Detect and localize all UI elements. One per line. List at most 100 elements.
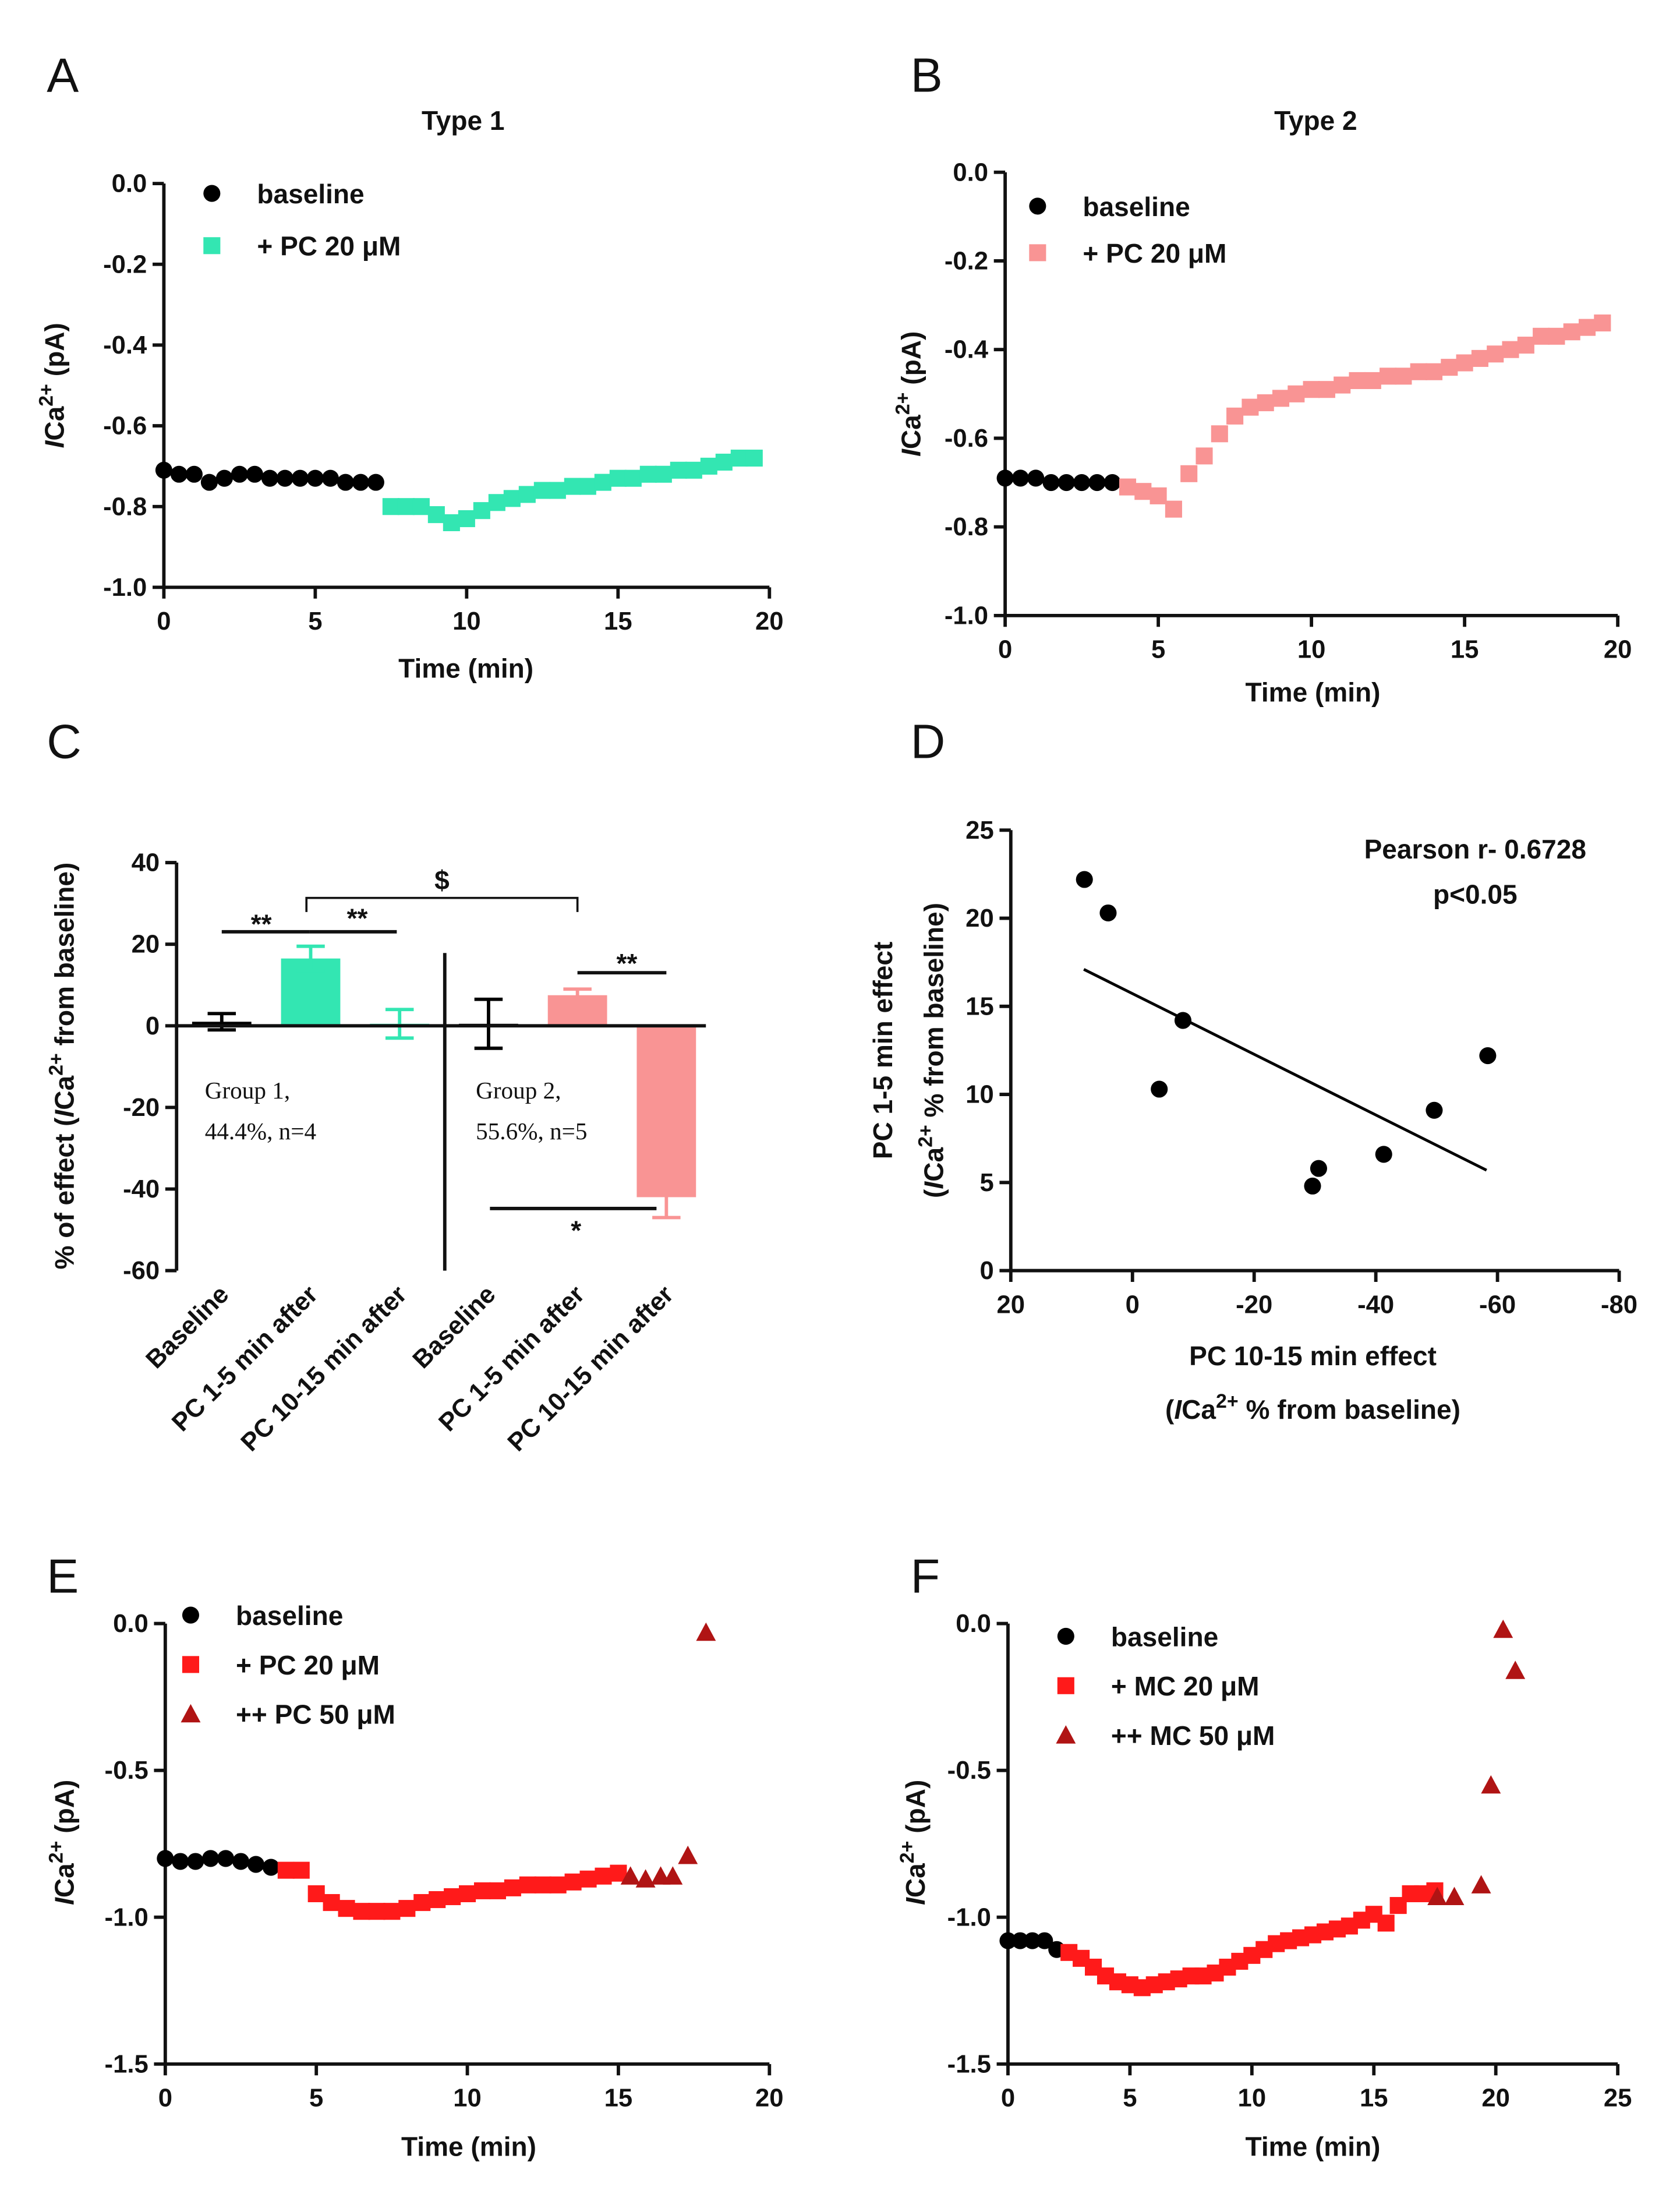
chart-title: Type 2 bbox=[1274, 105, 1357, 136]
point bbox=[1380, 368, 1397, 385]
label-part: I bbox=[49, 1897, 79, 1905]
point bbox=[1042, 474, 1060, 492]
point bbox=[200, 474, 218, 491]
point bbox=[488, 494, 505, 511]
legend-marker bbox=[181, 1704, 201, 1723]
y-tick-label: -0.4 bbox=[945, 336, 989, 364]
point bbox=[1211, 425, 1228, 443]
point bbox=[534, 1876, 551, 1893]
error-bar bbox=[652, 1175, 681, 1220]
panel-letter: B bbox=[911, 49, 943, 103]
point bbox=[443, 514, 460, 532]
point bbox=[459, 1885, 476, 1902]
annotation: * bbox=[571, 1215, 581, 1245]
label-part: from baseline) bbox=[49, 863, 79, 1054]
point bbox=[1165, 500, 1182, 518]
point bbox=[1151, 1080, 1168, 1098]
point bbox=[306, 469, 324, 487]
x-tick-label: 15 bbox=[604, 2085, 633, 2112]
label-part: (pA) bbox=[900, 1780, 931, 1841]
point bbox=[1303, 381, 1320, 398]
x-tick-label: 5 bbox=[1151, 636, 1165, 664]
axis-label: Time (min) bbox=[1246, 2131, 1381, 2161]
x-tick-label: 25 bbox=[1604, 2085, 1632, 2112]
label-part: % from baseline) bbox=[1239, 1394, 1460, 1425]
point bbox=[678, 1845, 698, 1864]
point bbox=[1487, 345, 1504, 363]
point bbox=[620, 1866, 641, 1885]
annotation: p<0.05 bbox=[1433, 879, 1518, 909]
point bbox=[338, 1900, 355, 1917]
annotation: Pearson r- 0.6728 bbox=[1364, 834, 1586, 864]
group-label: 55.6%, n=5 bbox=[476, 1118, 587, 1144]
y-tick-label: 15 bbox=[965, 992, 994, 1020]
point bbox=[595, 1867, 612, 1885]
point bbox=[217, 1850, 235, 1867]
point bbox=[564, 478, 581, 495]
annotation: $ bbox=[434, 865, 450, 895]
legend-marker bbox=[182, 1656, 200, 1673]
point bbox=[262, 1859, 280, 1876]
point bbox=[397, 498, 415, 515]
label-part: % of effect ( bbox=[49, 1117, 79, 1270]
x-tick-label: 20 bbox=[997, 1291, 1025, 1319]
legend-label: baseline bbox=[1083, 192, 1190, 222]
point bbox=[1288, 385, 1305, 402]
point bbox=[398, 1900, 416, 1917]
x-tick-label: 0 bbox=[158, 2085, 172, 2112]
axis-label: ICa2+ (pA) bbox=[892, 331, 926, 457]
axis-label: ICa2+ (pA) bbox=[896, 1780, 931, 1905]
point bbox=[246, 465, 263, 483]
point bbox=[276, 469, 293, 487]
point bbox=[489, 1882, 506, 1899]
y-tick-label: 20 bbox=[965, 905, 994, 932]
label-part: I bbox=[918, 1181, 949, 1189]
point bbox=[1011, 1932, 1029, 1949]
point bbox=[368, 1903, 385, 1920]
label-part: PC 10-15 min effect bbox=[1189, 1341, 1437, 1371]
x-tick-label: 15 bbox=[1360, 2085, 1388, 2112]
point bbox=[1257, 394, 1274, 412]
point bbox=[1427, 1886, 1448, 1906]
y-tick-label: -0.8 bbox=[945, 513, 988, 541]
x-tick-label: 5 bbox=[308, 607, 322, 635]
label-part: (pA) bbox=[49, 1780, 79, 1841]
label-part: I bbox=[896, 448, 926, 457]
point bbox=[458, 510, 475, 528]
y-tick-label: -60 bbox=[123, 1257, 160, 1285]
y-tick-label: 0.0 bbox=[113, 1610, 148, 1638]
x-tick-label: 10 bbox=[1297, 636, 1326, 664]
point bbox=[1479, 1047, 1497, 1065]
annotation: ** bbox=[617, 948, 638, 978]
label-part: Ca bbox=[918, 1147, 949, 1182]
x-tick-label: 0 bbox=[1126, 1291, 1140, 1319]
y-tick-label: 0.0 bbox=[956, 1610, 991, 1638]
point bbox=[1563, 323, 1580, 341]
legend-label: baseline bbox=[257, 179, 364, 209]
panel-letter: C bbox=[47, 715, 82, 769]
legend-label: + PC 20 μM bbox=[257, 231, 401, 262]
x-tick-label: -60 bbox=[1479, 1291, 1516, 1319]
label-part: (pA) bbox=[39, 323, 69, 384]
x-tick-label: 20 bbox=[1604, 636, 1632, 664]
point bbox=[155, 461, 172, 479]
point bbox=[624, 469, 642, 487]
point bbox=[1272, 390, 1290, 407]
axis-label: ICa2+ (pA) bbox=[35, 323, 69, 448]
legend-marker bbox=[203, 185, 221, 202]
legend-marker bbox=[1057, 1627, 1074, 1645]
x-tick-label: 10 bbox=[452, 607, 481, 635]
y-tick-label: -0.4 bbox=[103, 331, 147, 359]
point bbox=[1481, 1775, 1501, 1794]
group-label: 44.4%, n=4 bbox=[205, 1118, 316, 1144]
point bbox=[1134, 483, 1152, 500]
label-part: ( bbox=[918, 1189, 949, 1198]
y-tick-label: 0 bbox=[979, 1257, 993, 1285]
point bbox=[1011, 469, 1029, 487]
x-tick-label: 5 bbox=[1123, 2085, 1137, 2112]
point bbox=[1426, 1101, 1443, 1119]
point bbox=[549, 1876, 567, 1893]
point bbox=[670, 461, 687, 479]
point bbox=[730, 449, 748, 467]
point bbox=[413, 1894, 431, 1912]
